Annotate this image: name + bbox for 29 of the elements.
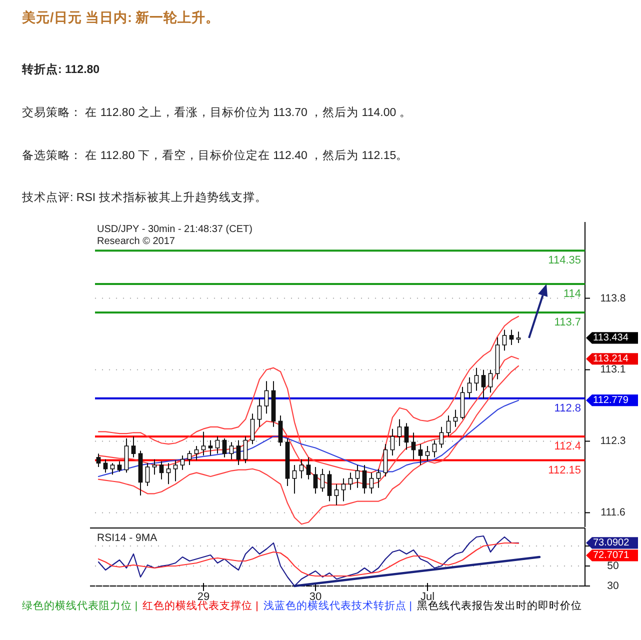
text: 绿色的横线代表阻力位 | [22,599,138,612]
ref-line-label: 114.35 [548,254,581,267]
text: 72.7071 [593,550,630,561]
text: 红色的横线代表支撑位 | [142,599,258,612]
ref-line-label: 113.7 [554,316,581,329]
text: 73.0902 [593,537,630,548]
ref-line-label: 112.4 [554,440,581,452]
y-tick-label: 113.1 [600,364,626,376]
y-tick-label: 112.3 [600,435,626,448]
ref-line-label: 112.8 [554,402,581,414]
text: 112.779 [593,394,629,406]
y-tick-label: 113.8 [600,292,626,304]
text: 转折点: 112.80 [21,62,100,76]
text: 113.434 [593,332,629,344]
chart-title: 美元/日元 当日内: 新一轮上升。 [21,9,220,25]
text: 技术点评: RSI 技术指标被其上升趋势线支撑。 [21,191,267,204]
annotation: USD/JPY - 30min - 21:48:37 (CET) [97,224,252,235]
text: 113.214 [593,353,629,364]
y-tick-label: 30 [607,580,619,592]
annotation: Research © 2017 [97,236,176,247]
text: 备选策略： 在 112.80 下，看空，目标价位定在 112.40 ，然后为 112.15。 [22,148,408,162]
ref-line-label: 112.15 [548,464,581,476]
y-tick-label: 50 [607,560,619,572]
text: 浅蓝色的横线代表技术转折点 | [263,599,412,612]
y-tick-label: 111.6 [600,506,626,519]
ref-line-label: 114 [563,288,581,300]
text: 黑色线代表报告发出时的即时价位 [416,599,582,612]
chart-title: RSI14 - 9MA [97,532,158,544]
text: 交易策略： 在 112.80 之上，看涨，目标价位为 113.70 ，然后为 114.00 。 [22,105,412,119]
